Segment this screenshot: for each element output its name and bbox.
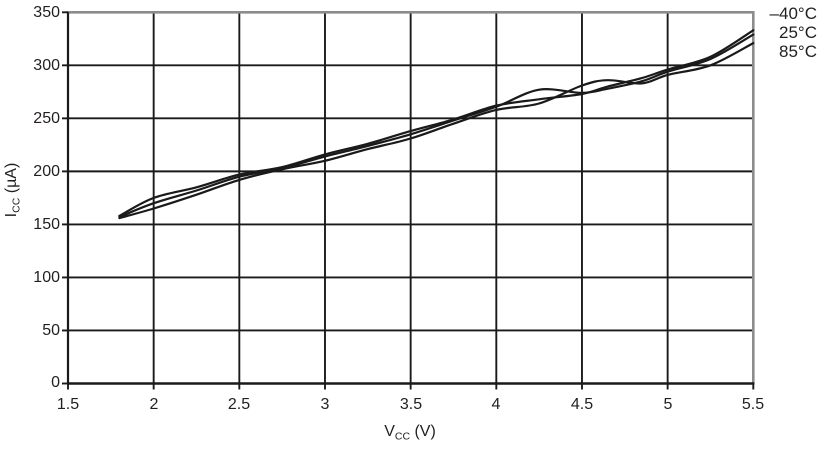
y-axis-title-unit: (µA): [3, 162, 20, 198]
y-tick-label: 150: [33, 216, 60, 233]
legend-item-85c: 85°C: [779, 42, 817, 61]
x-tick-label: 2: [149, 396, 159, 413]
x-tick-label: 3.5: [399, 396, 423, 413]
x-tick-label: 5: [663, 396, 673, 413]
x-tick-label: 5.5: [741, 396, 765, 413]
y-tick-label: 0: [51, 374, 60, 391]
x-axis-title-main: V: [384, 423, 395, 440]
y-tick-label: 200: [33, 163, 60, 180]
y-axis-title: ICC (µA): [3, 135, 23, 245]
x-axis-title: VCC (V): [350, 423, 470, 443]
x-tick-label: 1.5: [56, 396, 80, 413]
legend: –40°C 25°C 85°C: [747, 4, 817, 61]
y-tick-label: 300: [33, 57, 60, 74]
x-tick-label: 2.5: [227, 396, 251, 413]
y-axis-title-main: I: [3, 212, 20, 218]
x-tick-label: 3: [320, 396, 330, 413]
y-axis-title-sub: CC: [10, 197, 23, 213]
x-tick-label: 4: [491, 396, 501, 413]
legend-item-minus40c: –40°C: [769, 4, 817, 23]
y-tick-label: 350: [33, 4, 60, 21]
y-tick-label: 50: [42, 322, 60, 339]
x-axis-title-unit: (V): [410, 423, 436, 440]
x-tick-label: 4.5: [570, 396, 594, 413]
y-tick-label: 250: [33, 110, 60, 127]
x-axis-title-sub: CC: [394, 430, 411, 443]
legend-item-25c: 25°C: [779, 23, 817, 42]
curve-85c: [118, 42, 755, 220]
curve-25c: [118, 33, 755, 219]
y-tick-label: 100: [33, 269, 60, 286]
